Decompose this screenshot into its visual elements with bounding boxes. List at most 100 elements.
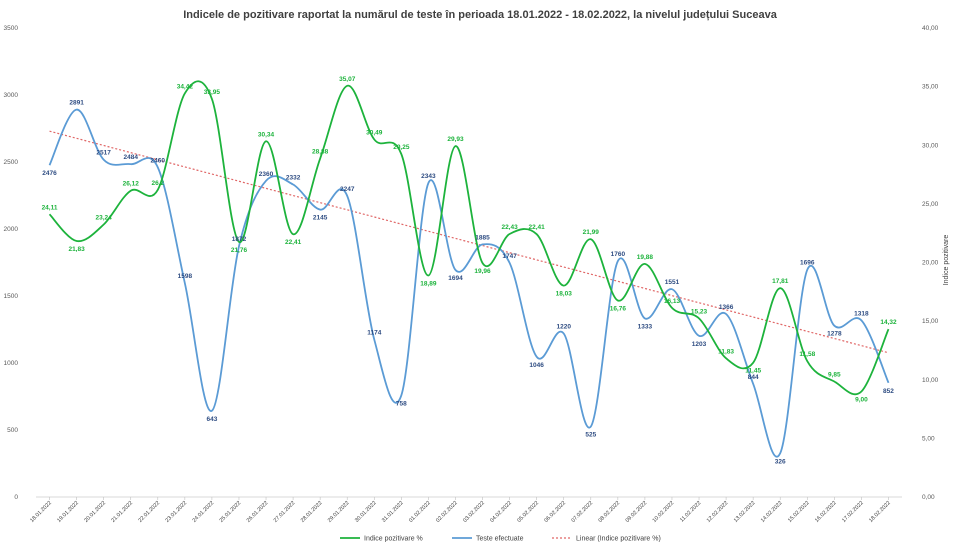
x-tick-label: 12.02.2022 [706,500,730,524]
x-tick-label: 15.02.2022 [787,500,811,524]
x-tick-label: 24.01.2022 [192,500,216,524]
tests-data-label: 1694 [448,275,463,282]
positivity-data-label: 34,42 [177,83,194,90]
positivity-data-label: 26,2 [151,180,164,187]
tests-data-label: 2343 [421,173,436,180]
positivity-data-label: 21,83 [68,246,85,253]
x-tick-label: 01.02.2022 [408,500,432,524]
x-tick-label: 09.02.2022 [625,500,649,524]
x-tick-label: 06.02.2022 [543,500,567,524]
tests-data-label: 525 [585,432,596,439]
positivity-data-label: 22,41 [529,224,546,231]
x-tick-label: 27.01.2022 [273,500,297,524]
tests-data-label: 1598 [178,273,193,280]
y-right-tick-label: 5,00 [922,435,935,442]
positivity-data-label: 30,49 [366,130,383,137]
trendline-series-line [49,130,889,354]
x-tick-label: 17.02.2022 [841,500,865,524]
positivity-data-label: 9,85 [828,372,841,379]
positivity-data-label: 19,88 [637,254,654,261]
positivity-data-label: 9,00 [855,396,868,403]
positivity-data-label: 29,25 [393,144,410,151]
x-tick-label: 05.02.2022 [516,500,540,524]
tests-data-label: 2332 [286,175,301,182]
tests-data-label: 1318 [854,310,869,317]
tests-data-label: 1046 [529,362,544,369]
x-tick-label: 21.01.2022 [110,500,134,524]
x-tick-label: 28.01.2022 [300,500,324,524]
positivity-data-label: 15,23 [691,308,708,315]
tests-data-label: 2484 [123,154,138,161]
y-left-tick-label: 500 [7,427,18,434]
tests-data-label: 1366 [719,304,734,311]
positivity-data-label: 11,58 [799,351,815,358]
axes-layer: 0 500 1000 1500 2000 2500 3000 3500 0,00 5,00 10,0… [4,25,939,524]
tests-data-label: 1747 [502,253,517,260]
tests-data-label: 1872 [232,236,247,243]
positivity-data-label: 11,45 [745,368,761,375]
tests-data-label: 2460 [151,157,166,164]
x-tick-label: 02.02.2022 [435,500,459,524]
data-labels-layer: 2476 2891 2517 2484 2460 1598 643 1872 2360 2332 2… [42,76,897,466]
y-right-tick-label: 30,00 [922,142,939,149]
tests-data-label: 1333 [638,323,653,330]
tests-data-label: 2517 [96,150,111,157]
tests-series-line [48,108,890,458]
positivity-data-label: 28,88 [312,148,329,155]
tests-data-label: 1885 [475,234,490,241]
tests-data-label: 1203 [692,341,707,348]
x-tick-label: 16.02.2022 [814,500,838,524]
y-right-tick-label: 40,00 [922,25,939,32]
chart-title: Indicele de pozitivare raportat la număr… [183,9,778,21]
x-tick-label: 20.01.2022 [83,500,107,524]
x-tick-label: 26.01.2022 [246,500,270,524]
x-tick-label: 13.02.2022 [733,500,757,524]
tests-data-label: 2476 [42,170,57,177]
legend-item-label: Linear (Indice pozitivare %) [576,536,661,543]
y-right-tick-label: 0,00 [922,494,935,501]
x-tick-label: 14.02.2022 [760,500,784,524]
legend-item-label: Teste efectuate [476,536,524,543]
x-tick-label: 19.01.2022 [56,500,80,524]
x-tick-label: 22.01.2022 [137,500,161,524]
x-tick-label: 25.01.2022 [219,500,243,524]
y-right-tick-label: 10,00 [922,377,939,384]
tests-data-label: 758 [396,400,407,407]
y-left-tick-label: 0 [14,494,18,501]
y-right-tick-label: 25,00 [922,201,939,208]
positivity-data-label: 16,13 [664,298,681,305]
tests-data-label: 643 [206,416,217,423]
series-layer [48,80,890,458]
tests-data-label: 2247 [340,186,355,193]
positivity-data-label: 30,34 [258,131,275,138]
positivity-data-label: 18,89 [420,281,437,288]
positivity-data-label: 33,95 [204,89,221,96]
positivity-data-label: 24,11 [42,204,58,211]
tests-data-label: 844 [748,374,759,381]
tests-data-label: 1760 [611,251,626,258]
tests-data-label: 2891 [69,100,84,107]
positivity-data-label: 23,24 [96,215,113,222]
positivity-data-label: 21,99 [583,229,600,236]
right-axis-title: Indice pozitivare [943,235,950,286]
y-left-tick-label: 1000 [4,360,19,367]
x-tick-label: 04.02.2022 [489,500,513,524]
tests-data-label: 2360 [259,171,274,178]
x-tick-label: 03.02.2022 [462,500,486,524]
tests-data-label: 1278 [827,331,842,338]
x-tick-label: 23.01.2022 [165,500,189,524]
positivity-series-line [48,80,890,396]
positivity-data-label: 22,43 [501,224,518,231]
y-right-tick-label: 20,00 [922,260,939,267]
positivity-data-label: 19,96 [474,268,491,275]
positivity-data-label: 14,32 [880,319,897,326]
positivity-data-label: 18,03 [556,291,573,298]
legend-item-label: Indice pozitivare % [364,536,423,543]
tests-data-label: 2145 [313,215,328,222]
y-right-tick-label: 15,00 [922,318,939,325]
positivity-data-label: 35,07 [339,76,356,83]
tests-data-label: 1174 [367,330,381,337]
x-tick-label: 07.02.2022 [570,500,594,524]
